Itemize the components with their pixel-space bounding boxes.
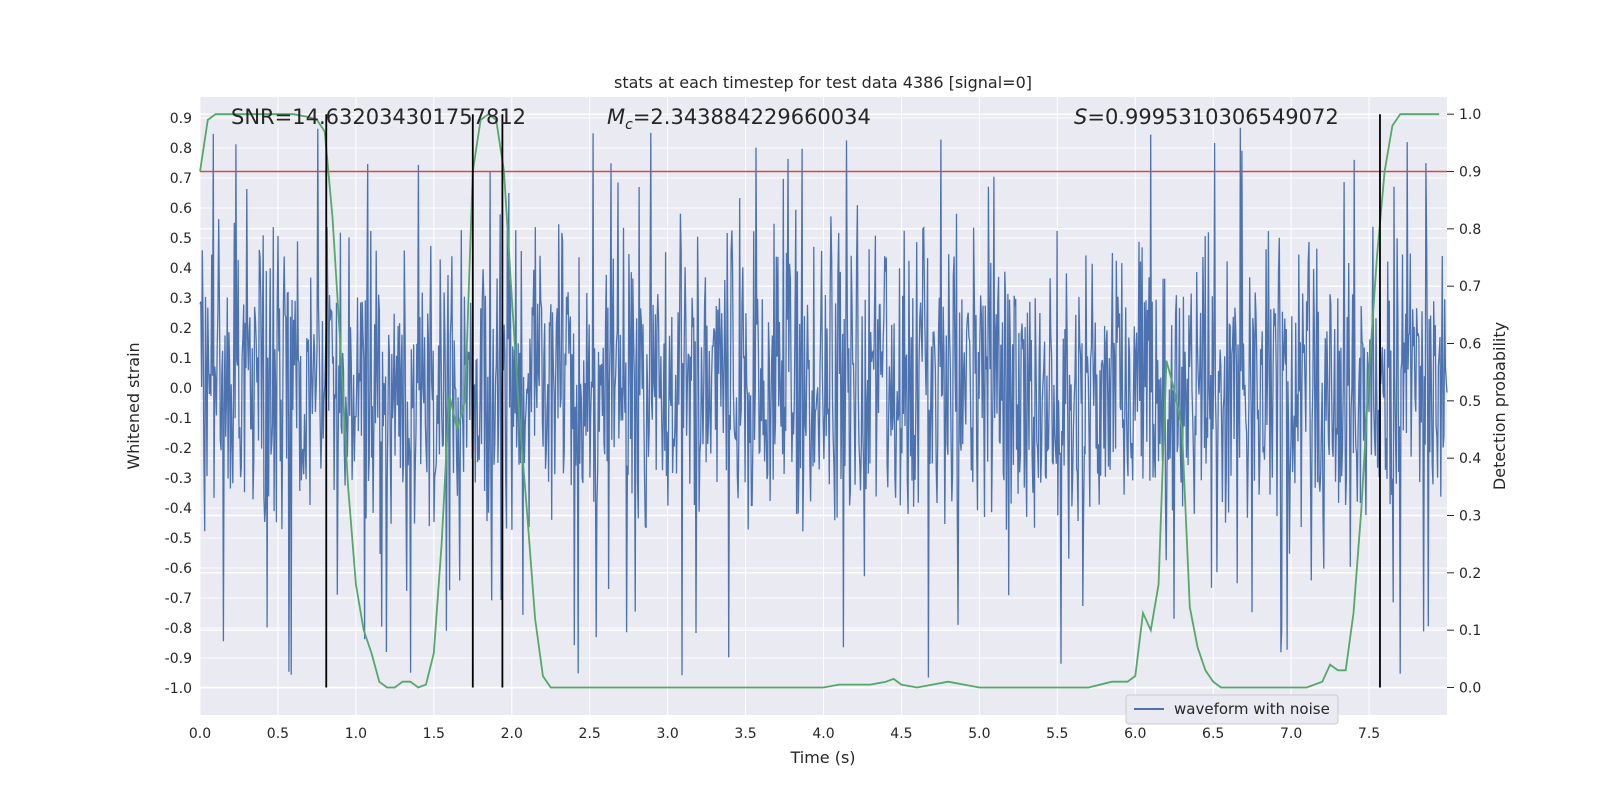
x-tick-label: 6.5 <box>1202 726 1224 742</box>
x-tick-label: 2.0 <box>501 726 523 742</box>
x-tick-label: 1.0 <box>345 726 367 742</box>
snr-annotation: SNR=14.632034301757812 <box>231 105 526 129</box>
x-tick-label: 7.5 <box>1358 726 1380 742</box>
y-tick-label: -0.2 <box>165 441 192 457</box>
x-tick-label: 2.5 <box>579 726 601 742</box>
y-tick-label: -1.0 <box>165 681 192 697</box>
y-tick-label: 0.1 <box>170 351 192 367</box>
y-tick-label: 0.5 <box>170 231 192 247</box>
legend-box <box>1125 694 1339 725</box>
s-annotation: S=0.9995310306549072 <box>1074 105 1339 129</box>
y-tick-label: -0.5 <box>165 531 192 547</box>
y2-axis-label: Detection probability <box>1490 322 1509 490</box>
x-tick-label: 1.5 <box>423 726 445 742</box>
mc-symbol: M <box>607 105 625 129</box>
y-tick-label: -0.8 <box>165 621 192 637</box>
y-tick-label: 0.7 <box>170 171 192 187</box>
y-tick-label: -0.3 <box>165 471 192 487</box>
y2-tick-label: 1.0 <box>1459 107 1481 123</box>
y2-tick-label: 0.3 <box>1459 508 1481 524</box>
x-tick-label: 4.0 <box>812 726 834 742</box>
y-tick-label: 0.6 <box>170 201 192 217</box>
y2-tick-label: 0.7 <box>1459 279 1481 295</box>
axes: 0.0 0.5 1.0 1.5 2.0 2.5 3.0 3.5 4.0 4.5 5.0 5.5 6.0 6… <box>165 107 1482 742</box>
y-tick-label: -0.6 <box>165 561 192 577</box>
x-tick-label: 3.0 <box>656 726 678 742</box>
x-tick-label: 5.5 <box>1046 726 1068 742</box>
y-tick-label: -0.9 <box>165 651 192 667</box>
y2-tick-label: 0.8 <box>1459 222 1481 238</box>
waveform-line <box>199 127 1448 678</box>
y-tick-label: -0.7 <box>165 591 192 607</box>
x-tick-label: 4.5 <box>890 726 912 742</box>
y-tick-label: -0.4 <box>165 501 192 517</box>
y-tick-label: 0.8 <box>170 141 192 157</box>
x-tick-label: 3.5 <box>734 726 756 742</box>
x-tick-label: 7.0 <box>1280 726 1302 742</box>
y2-tick-label: 0.2 <box>1459 566 1481 582</box>
y-tick-label: -0.1 <box>165 411 192 427</box>
x-tick-label: 5.0 <box>968 726 990 742</box>
y-tick-label: 0.9 <box>170 111 192 127</box>
waveform-series <box>199 127 1448 678</box>
x-tick-label: 0.5 <box>267 726 289 742</box>
x-tick-label: 6.0 <box>1124 726 1146 742</box>
vertical-markers <box>325 114 1381 688</box>
mc-value: =2.343884229660034 <box>633 105 871 129</box>
y-tick-label: 0.2 <box>170 321 192 337</box>
y2-tick-label: 0.0 <box>1459 680 1481 696</box>
y-tick-label: 0.4 <box>170 261 192 277</box>
x-tick-label: 0.0 <box>189 726 211 742</box>
s-symbol: S <box>1074 105 1087 129</box>
mc-subscript: c <box>625 117 633 133</box>
mc-annotation: Mc=2.343884229660034 <box>607 105 871 133</box>
probability-line <box>199 113 1440 689</box>
y-axis-label: Whitened strain <box>124 342 143 469</box>
x-axis-label: Time (s) <box>789 748 855 767</box>
y2-tick-label: 0.4 <box>1459 451 1481 467</box>
y-tick-label: 0.0 <box>170 381 192 397</box>
legend: waveform with noise <box>1125 694 1339 725</box>
y2-tick-label: 0.6 <box>1459 337 1481 353</box>
y2-tick-label: 0.9 <box>1459 165 1481 181</box>
chart-title: stats at each timestep for test data 438… <box>614 73 1032 92</box>
s-value: =0.9995310306549072 <box>1087 105 1338 129</box>
probability-series <box>199 113 1440 689</box>
legend-label-waveform: waveform with noise <box>1174 700 1330 718</box>
y-tick-label: 0.3 <box>170 291 192 307</box>
y2-tick-label: 0.5 <box>1459 394 1481 410</box>
y2-tick-label: 0.1 <box>1459 623 1481 639</box>
